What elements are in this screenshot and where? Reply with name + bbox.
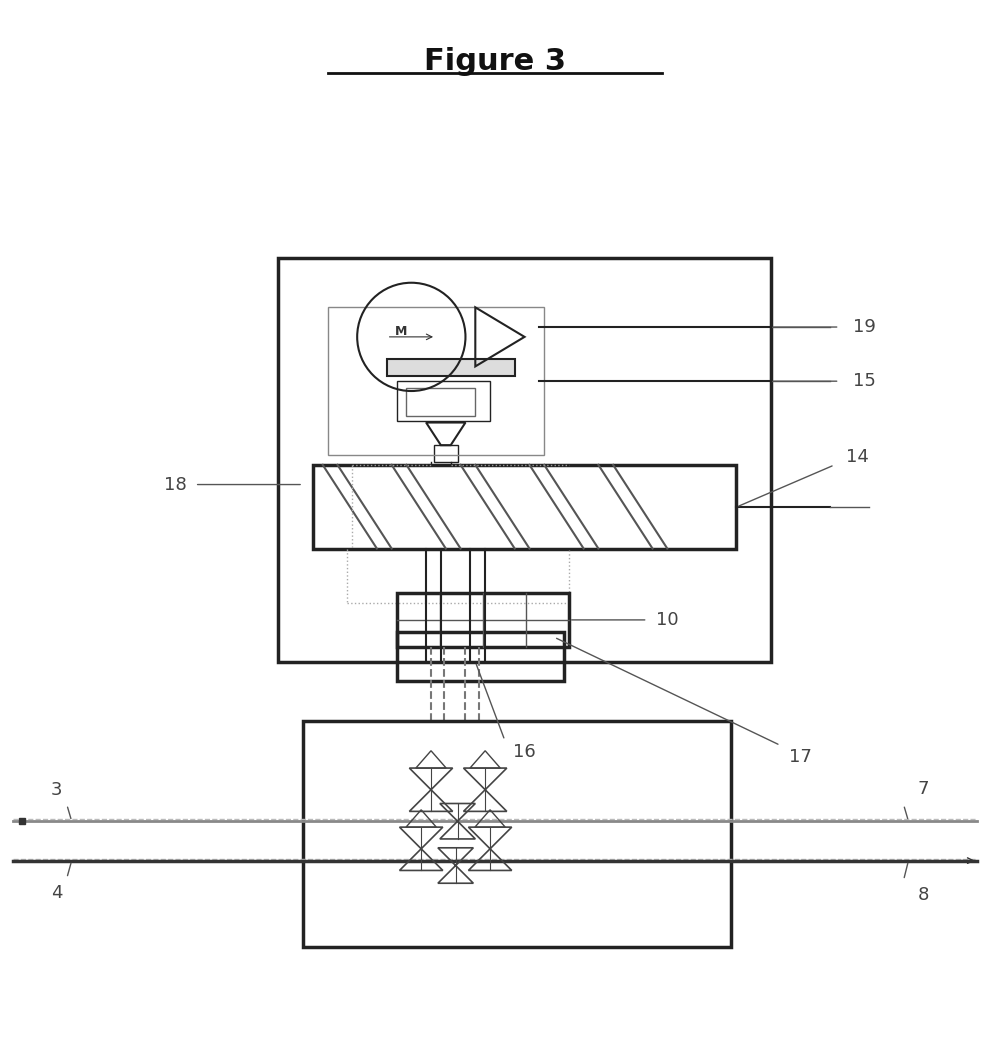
Bar [313, 465, 737, 548]
Text: M: M [395, 326, 408, 338]
Text: 4: 4 [51, 884, 62, 902]
Bar [387, 358, 515, 376]
Text: 17: 17 [789, 748, 812, 766]
Bar [407, 388, 475, 415]
Bar [303, 720, 732, 948]
Text: 7: 7 [918, 780, 929, 798]
Text: 15: 15 [852, 373, 875, 390]
Bar [434, 445, 457, 462]
Bar [397, 593, 569, 647]
Text: Figure 3: Figure 3 [424, 47, 566, 76]
Text: 8: 8 [918, 886, 929, 904]
Text: 14: 14 [845, 448, 868, 466]
Bar [328, 307, 544, 455]
Bar [397, 632, 564, 681]
Bar [397, 381, 490, 420]
Text: 19: 19 [852, 318, 875, 336]
Bar [278, 258, 770, 662]
Text: 10: 10 [656, 611, 678, 629]
Text: 18: 18 [163, 475, 186, 493]
Text: 16: 16 [513, 743, 536, 761]
Text: 3: 3 [51, 781, 62, 798]
